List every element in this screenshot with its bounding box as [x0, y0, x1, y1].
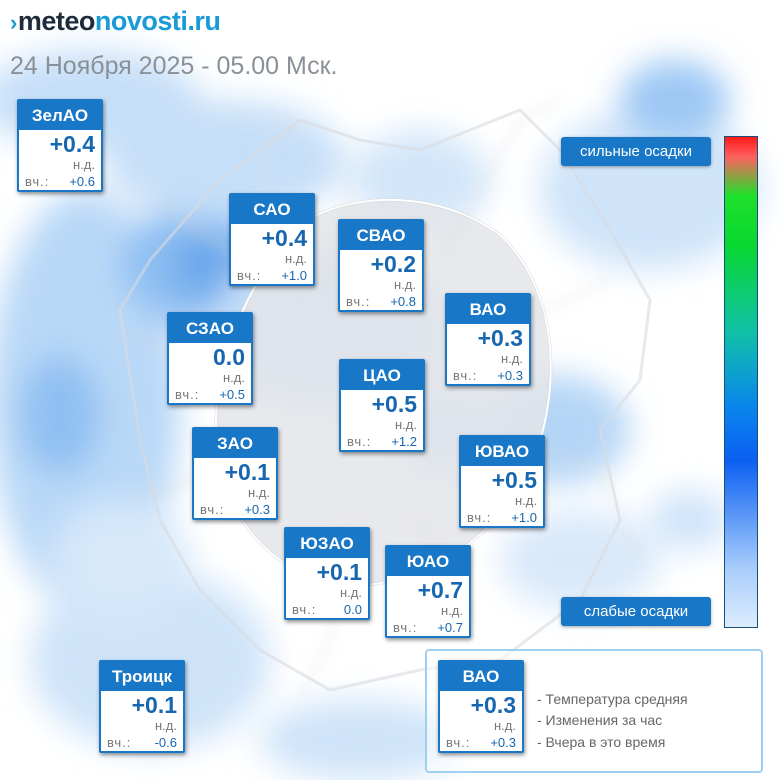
yesterday-value: 0.0 [343, 602, 362, 617]
district-name: ЗАО [194, 429, 276, 458]
hourly-change: н.д. [285, 251, 307, 266]
yesterday-label: вч.: [175, 387, 200, 402]
yesterday-value: +1.0 [511, 510, 537, 525]
district-temp: +0.2 [370, 251, 416, 277]
yesterday-value: +0.3 [490, 735, 516, 750]
hourly-change: н.д. [515, 493, 537, 508]
yesterday-label: вч.: [347, 434, 372, 449]
district-name: СВАО [340, 221, 422, 250]
district-name: СЗАО [169, 314, 251, 343]
hourly-change: н.д. [394, 277, 416, 292]
district-temp: +0.1 [316, 559, 362, 585]
district-card-szao: СЗАО 0.0 н.д. вч.: +0.5 [167, 312, 253, 405]
brand-prefix: meteo [17, 6, 96, 36]
district-card-vao: ВАО +0.3 н.д. вч.: +0.3 [445, 293, 531, 386]
yesterday-label: вч.: [237, 268, 262, 283]
district-card-cao: ЦАО +0.5 н.д. вч.: +1.2 [339, 359, 425, 452]
district-temp: +0.4 [49, 131, 95, 157]
yesterday-label: вч.: [467, 510, 492, 525]
yesterday-label: вч.: [393, 620, 418, 635]
district-name: ЮАО [387, 547, 469, 576]
district-card-svao: СВАО +0.2 н.д. вч.: +0.8 [338, 219, 424, 312]
scale-top-label: сильные осадки [561, 137, 711, 166]
yesterday-label: вч.: [292, 602, 317, 617]
yesterday-value: +0.3 [244, 502, 270, 517]
yesterday-label: вч.: [107, 735, 132, 750]
district-temp: +0.4 [261, 225, 307, 251]
hourly-change: н.д. [441, 603, 463, 618]
district-temp: 0.0 [213, 344, 245, 370]
hourly-change: н.д. [248, 485, 270, 500]
yesterday-label: вч.: [200, 502, 225, 517]
yesterday-label: вч.: [346, 294, 371, 309]
site-logo[interactable]: ›meteonovosti.ru [10, 6, 221, 37]
yesterday-value: +0.5 [219, 387, 245, 402]
district-name: Троицк [101, 662, 183, 691]
legend-sample-card: ВАО +0.3 н.д. вч.: +0.3 [438, 660, 524, 753]
hourly-change: н.д. [501, 351, 523, 366]
district-card-yuao: ЮАО +0.7 н.д. вч.: +0.7 [385, 545, 471, 638]
district-name: ЮЗАО [286, 529, 368, 558]
district-temp: +0.3 [477, 325, 523, 351]
yesterday-value: +0.6 [69, 174, 95, 189]
district-card-sao: САО +0.4 н.д. вч.: +1.0 [229, 193, 315, 286]
brand-suffix: novosti.ru [94, 6, 221, 36]
precipitation-scale [724, 136, 758, 628]
district-card-troitsk: Троицк +0.1 н.д. вч.: -0.6 [99, 660, 185, 753]
district-temp: +0.3 [470, 692, 516, 718]
district-name: САО [231, 195, 313, 224]
district-temp: +0.1 [131, 692, 177, 718]
district-temp: +0.5 [371, 391, 417, 417]
district-card-zao: ЗАО +0.1 н.д. вч.: +0.3 [192, 427, 278, 520]
hourly-change: н.д. [223, 370, 245, 385]
yesterday-value: +0.8 [390, 294, 416, 309]
scale-bottom-label: слабые осадки [561, 597, 711, 626]
hourly-change: н.д. [73, 157, 95, 172]
yesterday-value: +1.2 [391, 434, 417, 449]
legend-line-yesterday: - Вчера в это время [537, 734, 666, 750]
hourly-change: н.д. [155, 718, 177, 733]
yesterday-label: вч.: [446, 735, 471, 750]
yesterday-value: -0.6 [154, 735, 177, 750]
district-name: ЦАО [341, 361, 423, 390]
yesterday-value: +0.7 [437, 620, 463, 635]
legend-line-change: - Изменения за час [537, 712, 663, 728]
hourly-change: н.д. [340, 585, 362, 600]
district-card-yuzao: ЮЗАО +0.1 н.д. вч.: 0.0 [284, 527, 370, 620]
hourly-change: н.д. [494, 718, 516, 733]
district-temp: +0.7 [417, 577, 463, 603]
yesterday-value: +0.3 [497, 368, 523, 383]
yesterday-label: вч.: [453, 368, 478, 383]
district-name: ВАО [447, 295, 529, 324]
district-card-zelao: ЗелАО +0.4 н.д. вч.: +0.6 [17, 99, 103, 192]
district-temp: +0.1 [224, 459, 270, 485]
district-name: ЗелАО [19, 101, 101, 130]
district-name: ЮВАО [461, 437, 543, 466]
district-card-yuvao: ЮВАО +0.5 н.д. вч.: +1.0 [459, 435, 545, 528]
hourly-change: н.д. [395, 417, 417, 432]
district-name: ВАО [440, 662, 522, 691]
chevron-logo-icon: › [10, 10, 17, 35]
district-temp: +0.5 [491, 467, 537, 493]
legend-line-temp: - Температура средняя [537, 691, 688, 707]
forecast-date: 24 Ноября 2025 - 05.00 Мск. [10, 52, 338, 80]
yesterday-value: +1.0 [281, 268, 307, 283]
yesterday-label: вч.: [25, 174, 50, 189]
legend-box: ВАО +0.3 н.д. вч.: +0.3 - Температура сре… [425, 649, 763, 773]
